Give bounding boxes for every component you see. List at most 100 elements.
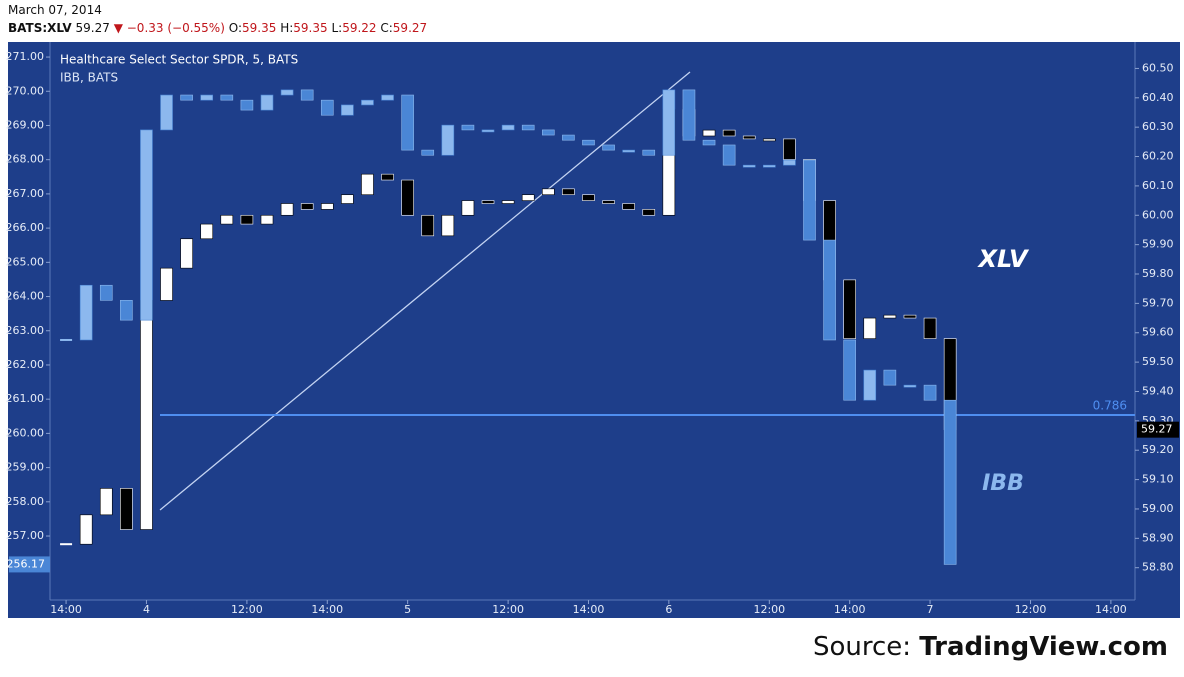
candle xyxy=(541,129,555,136)
high: 59.35 xyxy=(293,21,328,35)
x-tick-label: 14:00 xyxy=(1095,603,1127,616)
x-tick-label: 14:00 xyxy=(573,603,605,616)
low: 59.22 xyxy=(342,21,377,35)
candle xyxy=(280,89,294,96)
candle xyxy=(602,144,615,151)
candle xyxy=(642,209,656,216)
y-tick-label: 259.00 xyxy=(6,461,45,474)
candle xyxy=(441,124,455,156)
change: −0.33 (−0.55%) xyxy=(126,21,225,35)
y2-tick-label: 59.70 xyxy=(1142,296,1174,309)
candle xyxy=(923,384,937,401)
x-tick-label: 12:00 xyxy=(492,603,524,616)
x-tick-label: 5 xyxy=(404,603,411,616)
y-tick-label: 258.00 xyxy=(6,495,45,508)
candle xyxy=(60,338,73,341)
candle xyxy=(481,129,495,133)
candle xyxy=(341,194,354,204)
candle xyxy=(823,239,836,341)
x-tick-label: 14:00 xyxy=(50,603,82,616)
source-label: Source: xyxy=(812,632,912,662)
candle xyxy=(783,159,796,166)
candle xyxy=(883,314,897,319)
candle xyxy=(943,399,957,565)
candle xyxy=(682,89,696,141)
candle xyxy=(160,94,173,131)
l-label: L: xyxy=(331,21,343,35)
candle xyxy=(240,214,254,225)
candle xyxy=(562,188,575,196)
x-tick-label: 14:00 xyxy=(311,603,343,616)
candle xyxy=(180,238,193,269)
y-tick-label: 268.00 xyxy=(6,153,45,166)
c-label: C: xyxy=(380,21,393,35)
candle xyxy=(381,94,394,101)
candle xyxy=(99,284,113,301)
arrow: ▼ xyxy=(113,21,123,35)
series-label: IBB xyxy=(982,471,1024,496)
candle xyxy=(562,134,575,141)
candle xyxy=(883,369,897,386)
y-tick-label: 270.00 xyxy=(6,84,45,97)
candle xyxy=(401,179,414,216)
source-name: TradingView.com xyxy=(919,632,1168,662)
source: Source: TradingView.com xyxy=(813,632,1168,662)
y2-tick-label: 60.40 xyxy=(1142,91,1174,104)
candle xyxy=(582,139,595,146)
close: 59.27 xyxy=(392,21,428,35)
last-price-label: 59.27 xyxy=(1141,423,1173,436)
candle xyxy=(843,339,856,401)
candle xyxy=(742,164,756,168)
x-tick-label: 12:00 xyxy=(231,603,263,616)
y-tick-label: 267.00 xyxy=(6,187,45,200)
candle xyxy=(341,104,354,116)
chart-background xyxy=(8,42,1180,618)
candle xyxy=(200,223,214,240)
h-label: H: xyxy=(280,21,294,35)
o-label: O: xyxy=(228,21,242,35)
candle xyxy=(99,488,113,516)
candle xyxy=(521,124,535,131)
quote-line: BATS:XLV 59.27 ▼ −0.33 (−0.55%) O:59.35 … xyxy=(8,21,427,35)
y2-tick-label: 59.20 xyxy=(1142,443,1174,456)
candle xyxy=(320,203,334,210)
candle xyxy=(602,200,615,204)
candle xyxy=(501,200,515,204)
candle xyxy=(120,300,133,321)
y2-tick-label: 60.20 xyxy=(1142,150,1174,163)
candle xyxy=(803,159,816,241)
candle xyxy=(461,124,475,131)
x-tick-label: 14:00 xyxy=(834,603,866,616)
candle xyxy=(280,203,294,216)
y-tick-label: 262.00 xyxy=(6,358,45,371)
candle xyxy=(260,94,274,111)
candle xyxy=(783,138,796,160)
candle xyxy=(441,214,455,237)
y-tick-label: 264.00 xyxy=(6,290,45,303)
candle xyxy=(60,543,73,546)
candle xyxy=(140,300,153,530)
candle xyxy=(742,135,756,140)
candle xyxy=(903,314,917,319)
y-tick-label: 263.00 xyxy=(6,324,45,337)
candle xyxy=(240,99,254,111)
last-price-box xyxy=(9,556,50,573)
candle xyxy=(120,488,133,530)
y-tick-label: 257.00 xyxy=(6,529,45,542)
chart: Healthcare Select Sector SPDR, 5, BATS I… xyxy=(6,42,1180,618)
fib-label: 0.786 xyxy=(1093,398,1127,412)
candle xyxy=(200,94,214,101)
candle xyxy=(220,214,234,225)
x-tick-label: 4 xyxy=(143,603,150,616)
candle xyxy=(521,194,535,201)
candle xyxy=(300,89,314,101)
candle xyxy=(622,149,635,153)
candle xyxy=(923,317,937,339)
candle xyxy=(763,164,776,168)
y-tick-label: 260.00 xyxy=(6,426,45,439)
candle xyxy=(662,89,676,156)
y2-tick-label: 59.10 xyxy=(1142,473,1174,486)
y2-tick-label: 58.90 xyxy=(1142,531,1174,544)
candle xyxy=(863,369,877,401)
